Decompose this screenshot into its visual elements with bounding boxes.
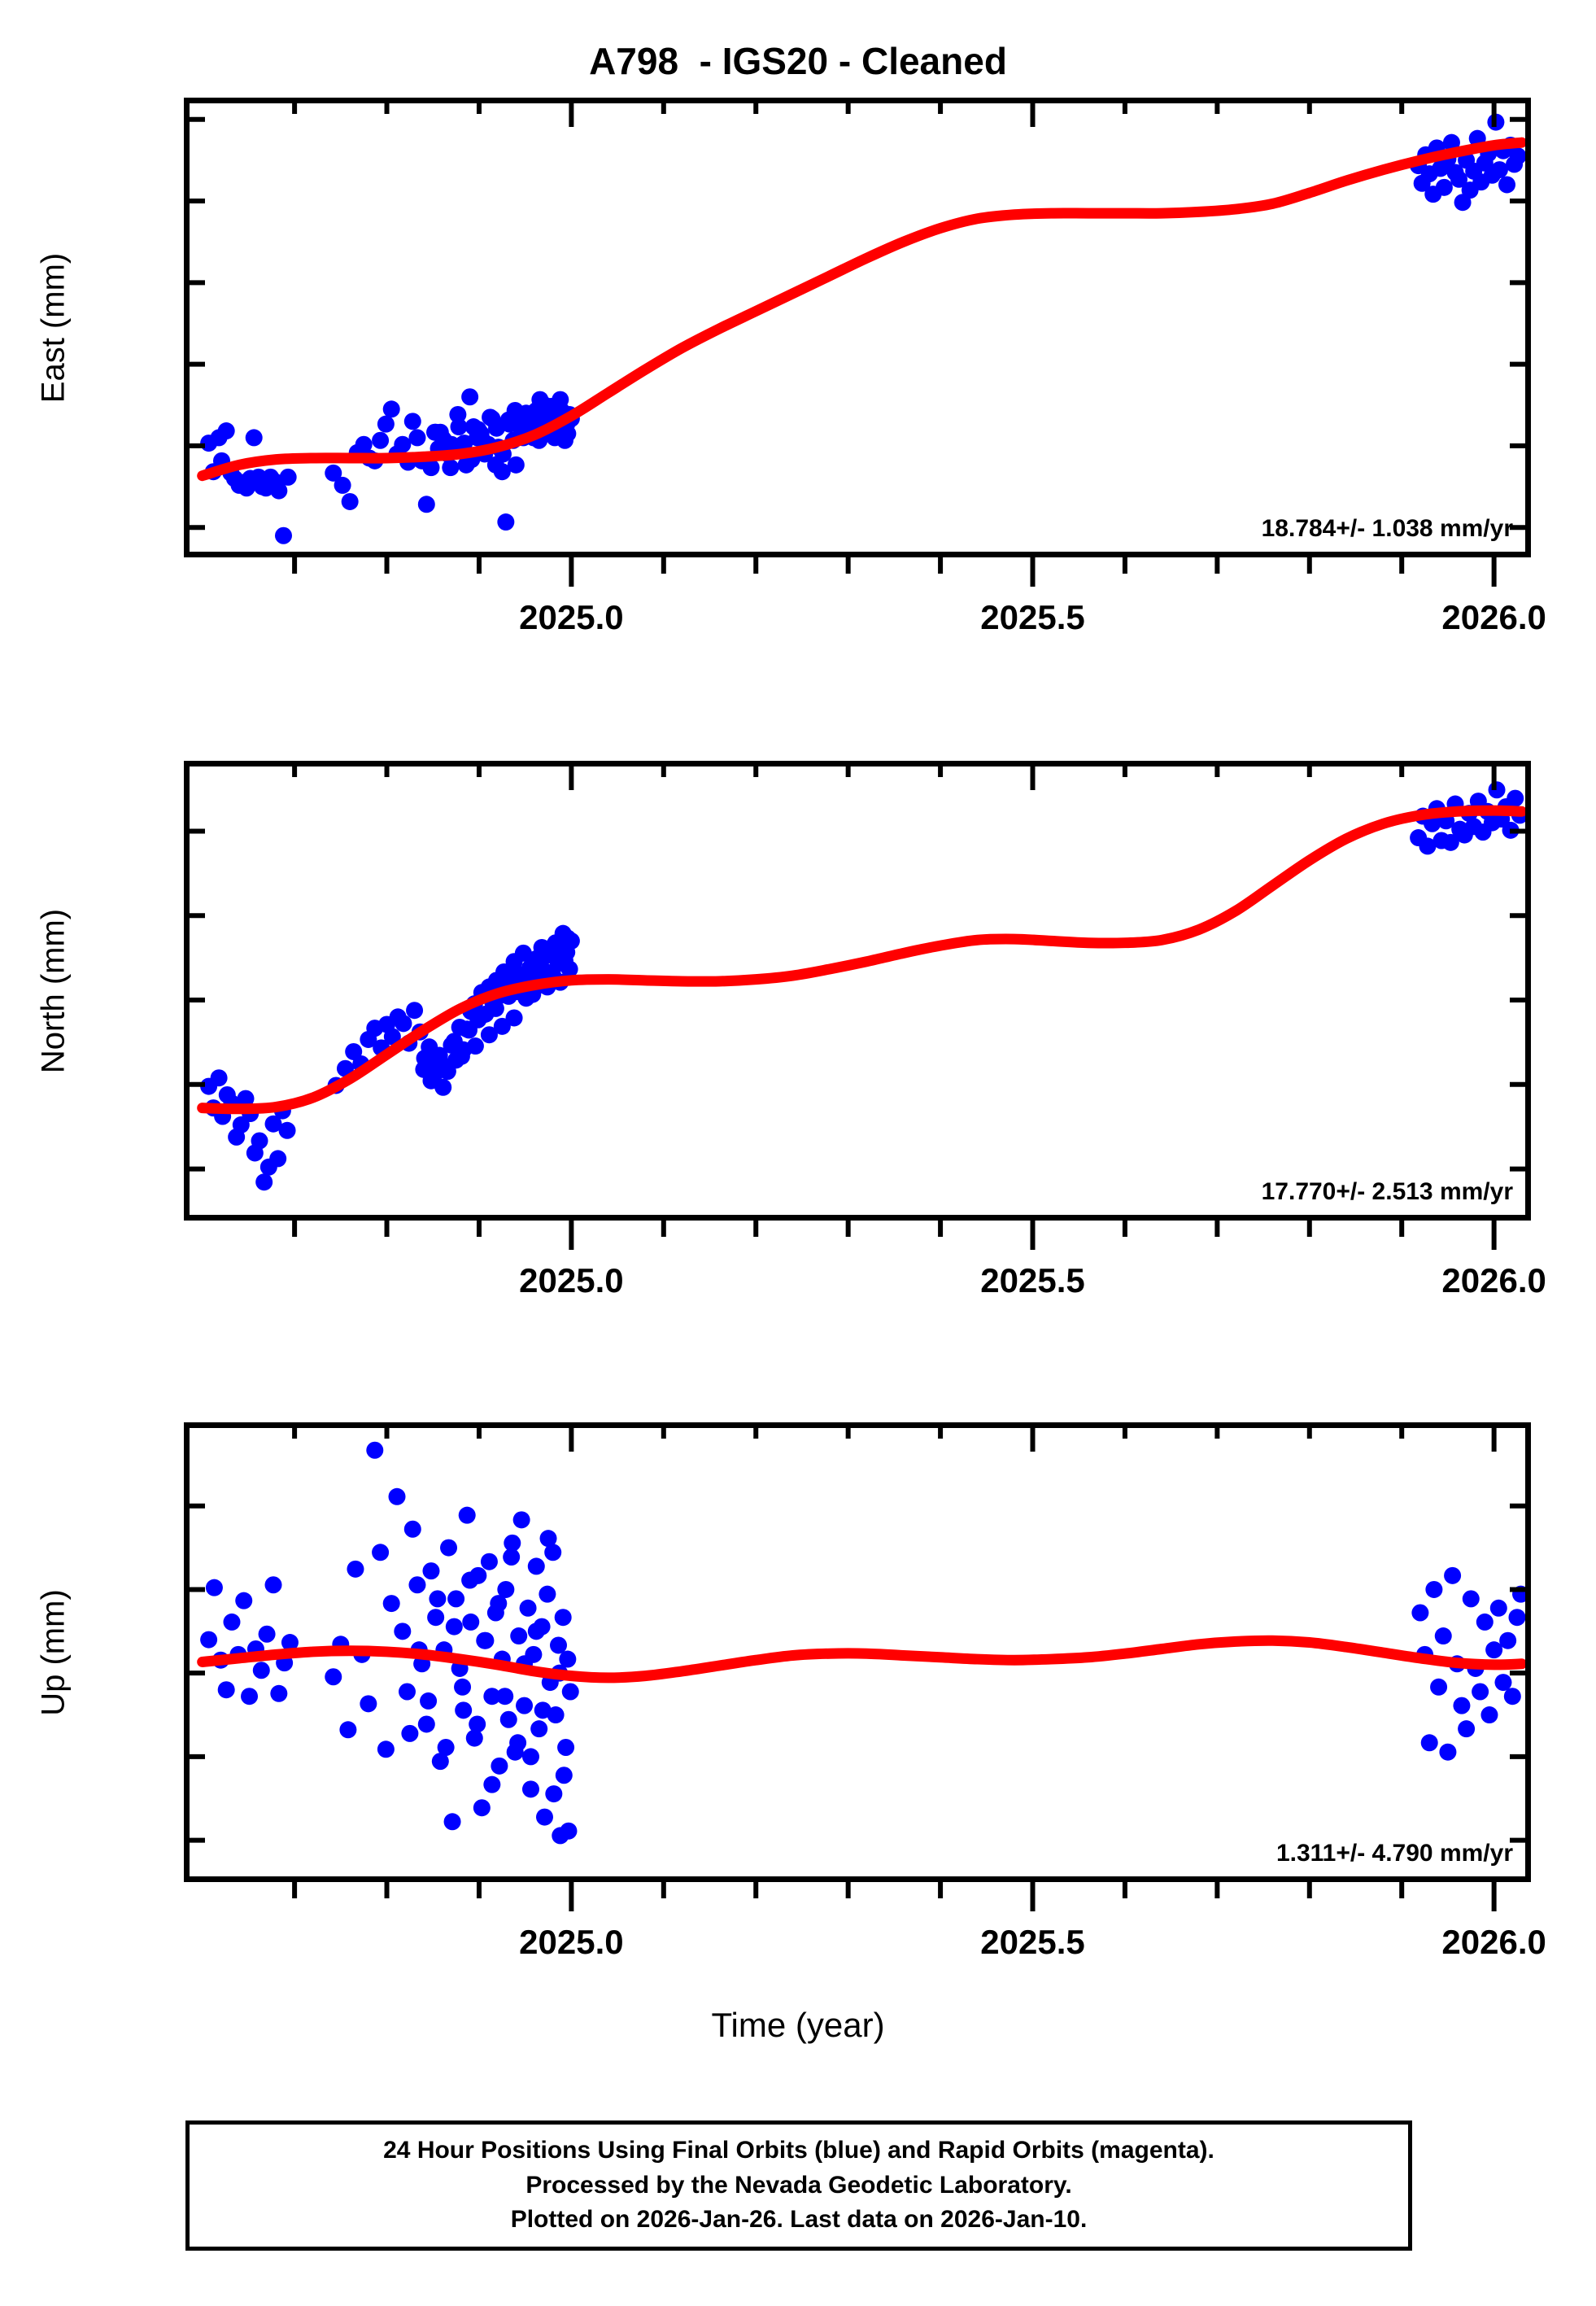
up-data-layer [197, 1441, 1530, 1845]
up-rate-annotation: 1.311+/- 4.790 mm/yr [1276, 1840, 1513, 1867]
up-panel: −18−90918 2025.0 2025.5 2026.0 1.311+/- 4.79… [184, 1422, 1596, 1957]
north-axis-label: North (mm) [35, 908, 72, 1073]
page-title: A798 - IGS20 - Cleaned [589, 40, 1007, 82]
north-xtick-label: 2025.5 [980, 1261, 1084, 1295]
north-plot-frame [184, 761, 1531, 1221]
east-xtick-label: 2025.0 [519, 598, 623, 632]
footer-line-2: Processed by the Nevada Geodetic Laborat… [525, 2171, 1072, 2199]
east-axis-label: East (mm) [35, 252, 72, 403]
east-xtick-label: 2026.0 [1441, 598, 1546, 632]
footer-caption-box: 24 Hour Positions Using Final Orbits (bl… [185, 2120, 1412, 2251]
up-model-fit-curve [197, 1635, 1528, 1684]
east-x-axis: 2025.0 2025.5 2026.0 [292, 98, 1546, 632]
east-panel: −606121824 2025.0 2025.5 2026.0 18.784+/- 1.… [184, 98, 1596, 632]
east-data-layer [197, 113, 1528, 544]
north-xtick-label: 2025.0 [519, 1261, 623, 1295]
north-panel: −18−90918 2025.0 2025.5 2026.0 17.770+/- 2.5… [184, 761, 1596, 1295]
east-xtick-label: 2025.5 [980, 598, 1084, 632]
north-data-layer [197, 781, 1528, 1191]
east-model-fit-curve [197, 137, 1528, 482]
north-y-axis: −18−90918 [184, 828, 1531, 1172]
east-y-axis: −606121824 [184, 116, 1531, 531]
up-xtick-label: 2025.5 [980, 1923, 1084, 1957]
up-xtick-label: 2026.0 [1441, 1923, 1546, 1957]
up-plot-frame [184, 1422, 1531, 1882]
east-plot-svg: −606121824 2025.0 2025.5 2026.0 18.784+/- 1.… [184, 98, 1546, 632]
x-axis-label: Time (year) [711, 2006, 885, 2044]
north-x-axis: 2025.0 2025.5 2026.0 [292, 761, 1546, 1295]
east-rate-annotation: 18.784+/- 1.038 mm/yr [1262, 515, 1514, 542]
north-rate-annotation: 17.770+/- 2.513 mm/yr [1262, 1178, 1514, 1205]
north-xtick-label: 2026.0 [1441, 1261, 1546, 1295]
up-x-axis: 2025.0 2025.5 2026.0 [292, 1422, 1546, 1957]
up-plot-svg: −18−90918 2025.0 2025.5 2026.0 1.311+/- 4.79… [184, 1422, 1546, 1957]
north-plot-svg: −18−90918 2025.0 2025.5 2026.0 17.770+/- 2.5… [184, 761, 1546, 1295]
footer-line-3: Plotted on 2026-Jan-26. Last data on 202… [510, 2206, 1088, 2234]
north-model-fit-curve [197, 805, 1528, 1115]
footer-line-1: 24 Hour Positions Using Final Orbits (bl… [383, 2137, 1214, 2164]
east-scatter-points [200, 113, 1527, 544]
east-plot-frame [184, 98, 1531, 557]
up-xtick-label: 2025.0 [519, 1923, 623, 1957]
up-y-axis: −18−90918 [184, 1503, 1531, 1843]
up-axis-label: Up (mm) [35, 1588, 72, 1716]
